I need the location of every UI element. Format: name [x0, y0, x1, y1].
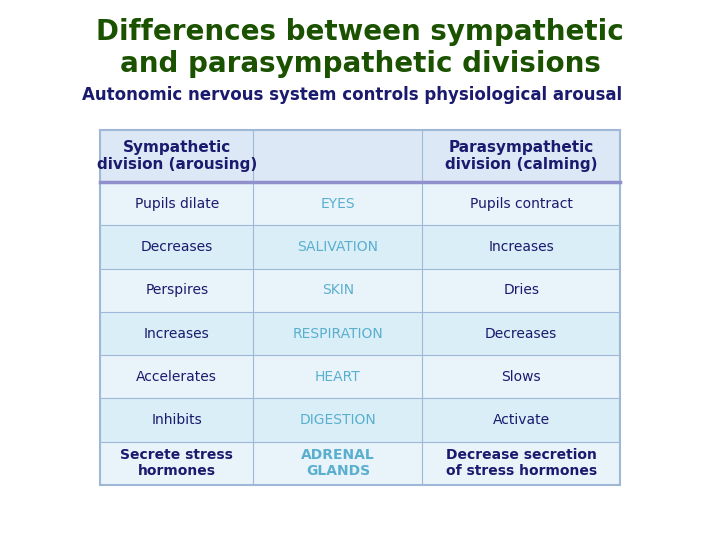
Text: ADRENAL
GLANDS: ADRENAL GLANDS — [301, 448, 375, 478]
Text: Secrete stress
hormones: Secrete stress hormones — [120, 448, 233, 478]
FancyBboxPatch shape — [100, 399, 620, 442]
Text: SKIN: SKIN — [322, 283, 354, 297]
Text: Pupils contract: Pupils contract — [469, 197, 572, 211]
FancyBboxPatch shape — [100, 355, 620, 399]
Text: Inhibits: Inhibits — [151, 413, 202, 427]
Text: RESPIRATION: RESPIRATION — [292, 327, 383, 341]
FancyBboxPatch shape — [100, 442, 620, 485]
Text: EYES: EYES — [320, 197, 355, 211]
FancyBboxPatch shape — [100, 312, 620, 355]
Text: Decreases: Decreases — [485, 327, 557, 341]
Text: HEART: HEART — [315, 370, 361, 384]
Text: DIGESTION: DIGESTION — [300, 413, 377, 427]
Text: Parasympathetic
division (calming): Parasympathetic division (calming) — [445, 140, 598, 172]
Text: SALIVATION: SALIVATION — [297, 240, 379, 254]
Text: Decrease secretion
of stress hormones: Decrease secretion of stress hormones — [446, 448, 597, 478]
Text: Increases: Increases — [144, 327, 210, 341]
Text: Slows: Slows — [501, 370, 541, 384]
Text: Perspires: Perspires — [145, 283, 208, 297]
Text: Dries: Dries — [503, 283, 539, 297]
FancyBboxPatch shape — [100, 225, 620, 268]
FancyBboxPatch shape — [100, 130, 620, 182]
FancyBboxPatch shape — [100, 268, 620, 312]
Text: Pupils dilate: Pupils dilate — [135, 197, 219, 211]
Text: and parasympathetic divisions: and parasympathetic divisions — [120, 50, 600, 78]
Text: Decreases: Decreases — [140, 240, 213, 254]
Text: Sympathetic
division (arousing): Sympathetic division (arousing) — [96, 140, 257, 172]
Text: Autonomic nervous system controls physiological arousal: Autonomic nervous system controls physio… — [82, 86, 622, 104]
Text: Accelerates: Accelerates — [136, 370, 217, 384]
Text: Increases: Increases — [488, 240, 554, 254]
Text: Activate: Activate — [492, 413, 550, 427]
FancyBboxPatch shape — [100, 182, 620, 225]
Text: Differences between sympathetic: Differences between sympathetic — [96, 18, 624, 46]
